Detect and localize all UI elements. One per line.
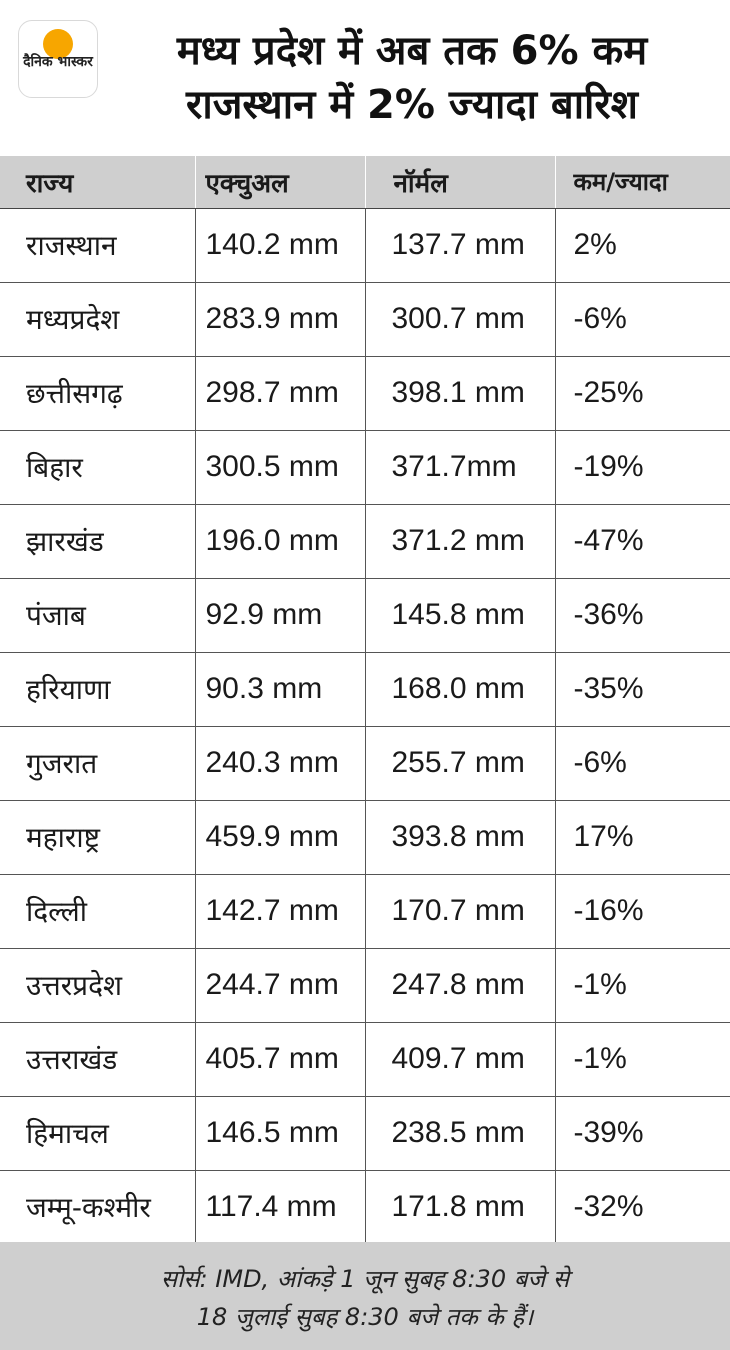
source-footer: सोर्स: IMD, आंकड़े 1 जून सुबह 8:30 बजे स… bbox=[0, 1242, 730, 1350]
sun-icon bbox=[43, 29, 73, 59]
table-cell-state: गुजरात bbox=[0, 726, 195, 801]
table-cell-state: मध्यप्रदेश bbox=[0, 282, 195, 357]
table-row: उत्तराखंड 405.7 mm 409.7 mm -1% bbox=[0, 1022, 730, 1097]
table-body: राजस्थान 140.2 mm 137.7 mm 2% मध्यप्रदेश 283.… bbox=[0, 208, 730, 1244]
table-cell-difference: -25% bbox=[554, 356, 730, 431]
table-row: बिहार 300.5 mm 371.7mm -19% bbox=[0, 430, 730, 505]
table-cell-state: उत्तराखंड bbox=[0, 1022, 195, 1097]
table-cell-difference: -1% bbox=[554, 948, 730, 1023]
table-cell-normal: 168.0 mm bbox=[364, 652, 555, 727]
table-cell-difference: -36% bbox=[554, 578, 730, 653]
table-cell-difference: -6% bbox=[554, 282, 730, 357]
table-row: झारखंड 196.0 mm 371.2 mm -47% bbox=[0, 504, 730, 579]
table-cell-actual: 142.7 mm bbox=[194, 874, 365, 949]
table-cell-state: जम्मू-कश्मीर bbox=[26, 1191, 151, 1225]
table-cell-difference: -19% bbox=[554, 430, 730, 505]
table-cell-normal: 145.8 mm bbox=[364, 578, 555, 653]
table-row: राजस्थान 140.2 mm 137.7 mm 2% bbox=[0, 208, 730, 283]
table-cell-state: झारखंड bbox=[0, 504, 195, 579]
source-line-1: सोर्स: IMD, आंकड़े 1 जून सुबह 8:30 बजे स… bbox=[160, 1265, 570, 1293]
table-cell-difference: -47% bbox=[554, 504, 730, 579]
table-cell-normal: 238.5 mm bbox=[364, 1096, 555, 1171]
table-cell-actual: 283.9 mm bbox=[194, 282, 365, 357]
table-cell-difference: -16% bbox=[554, 874, 730, 949]
table-cell-actual: 92.9 mm bbox=[194, 578, 365, 653]
table-cell-actual: 240.3 mm bbox=[194, 726, 365, 801]
header: दैनिक भास्कर मध्य प्रदेश में अब तक 6% कम… bbox=[0, 0, 730, 156]
table-cell-actual: 300.5 mm bbox=[194, 430, 365, 505]
table-cell-state: महाराष्ट्र bbox=[0, 800, 195, 875]
logo-text: दैनिक भास्कर bbox=[23, 54, 93, 70]
table-row: महाराष्ट्र 459.9 mm 393.8 mm 17% bbox=[0, 800, 730, 875]
table-cell-state: दिल्ली bbox=[0, 874, 195, 949]
table-cell-difference: -6% bbox=[554, 726, 730, 801]
table-cell-normal: 171.8 mm bbox=[364, 1170, 555, 1244]
table-row: जम्मू-कश्मीर 117.4 mm 171.8 mm -32% bbox=[0, 1170, 730, 1244]
table-row: मध्यप्रदेश 283.9 mm 300.7 mm -6% bbox=[0, 282, 730, 357]
table-cell-actual: 298.7 mm bbox=[194, 356, 365, 431]
dainik-bhaskar-logo: दैनिक भास्कर bbox=[18, 20, 98, 98]
table-cell-difference: 2% bbox=[554, 208, 730, 283]
table-cell-state: उत्तरप्रदेश bbox=[0, 948, 195, 1023]
table-cell-normal: 398.1 mm bbox=[364, 356, 555, 431]
column-header-state: राज्य bbox=[0, 156, 195, 209]
table-cell-state: बिहार bbox=[0, 430, 195, 505]
table-cell-actual: 117.4 mm bbox=[194, 1170, 365, 1244]
table-cell-difference: -39% bbox=[554, 1096, 730, 1171]
table-cell-actual: 90.3 mm bbox=[194, 652, 365, 727]
table-cell-difference: 17% bbox=[554, 800, 730, 875]
table-cell-normal: 255.7 mm bbox=[364, 726, 555, 801]
table-row: छत्तीसगढ़ 298.7 mm 398.1 mm -25% bbox=[0, 356, 730, 431]
source-line-2: 18 जुलाई सुबह 8:30 बजे तक के हैं। bbox=[196, 1303, 534, 1331]
table-row: उत्तरप्रदेश 244.7 mm 247.8 mm -1% bbox=[0, 948, 730, 1023]
table-cell-difference: -32% bbox=[554, 1170, 730, 1244]
rainfall-table: राज्य एक्चुअल नॉर्मल कम/ज्यादा राजस्थान 1… bbox=[0, 156, 730, 1244]
table-cell-normal: 300.7 mm bbox=[364, 282, 555, 357]
title-line-1: मध्य प्रदेश में अब तक 6% कम bbox=[176, 28, 648, 74]
table-cell-actual: 244.7 mm bbox=[194, 948, 365, 1023]
table-header-row: राज्य एक्चुअल नॉर्मल कम/ज्यादा bbox=[0, 156, 730, 209]
table-cell-state: पंजाब bbox=[0, 578, 195, 653]
table-cell-actual: 459.9 mm bbox=[194, 800, 365, 875]
table-cell-state: छत्तीसगढ़ bbox=[0, 356, 195, 431]
table-cell-normal: 409.7 mm bbox=[364, 1022, 555, 1097]
table-cell-normal: 393.8 mm bbox=[364, 800, 555, 875]
table-cell-difference: -1% bbox=[554, 1022, 730, 1097]
table-cell-normal: 137.7 mm bbox=[364, 208, 555, 283]
table-cell-actual: 140.2 mm bbox=[194, 208, 365, 283]
table-cell-actual: 405.7 mm bbox=[194, 1022, 365, 1097]
column-header-actual: एक्चुअल bbox=[194, 156, 365, 209]
column-header-difference: कम/ज्यादा bbox=[554, 156, 730, 209]
table-row: गुजरात 240.3 mm 255.7 mm -6% bbox=[0, 726, 730, 801]
table-row: हरियाणा 90.3 mm 168.0 mm -35% bbox=[0, 652, 730, 727]
table-row: दिल्ली 142.7 mm 170.7 mm -16% bbox=[0, 874, 730, 949]
table-cell-normal: 170.7 mm bbox=[364, 874, 555, 949]
table-cell-state: हरियाणा bbox=[0, 652, 195, 727]
column-header-normal: नॉर्मल bbox=[364, 156, 555, 209]
table-cell-state: हिमाचल bbox=[0, 1096, 195, 1171]
table-cell-actual: 196.0 mm bbox=[194, 504, 365, 579]
table-row: पंजाब 92.9 mm 145.8 mm -36% bbox=[0, 578, 730, 653]
table-row: हिमाचल 146.5 mm 238.5 mm -39% bbox=[0, 1096, 730, 1171]
table-cell-actual: 146.5 mm bbox=[194, 1096, 365, 1171]
table-cell-state: राजस्थान bbox=[0, 208, 195, 283]
table-cell-normal: 247.8 mm bbox=[364, 948, 555, 1023]
title-line-2: राजस्थान में 2% ज्यादा बारिश bbox=[186, 82, 638, 128]
page-title: मध्य प्रदेश में अब तक 6% कम राजस्थान में… bbox=[112, 24, 712, 132]
table-cell-difference: -35% bbox=[554, 652, 730, 727]
table-cell-normal: 371.2 mm bbox=[364, 504, 555, 579]
table-cell-normal: 371.7mm bbox=[364, 430, 555, 505]
